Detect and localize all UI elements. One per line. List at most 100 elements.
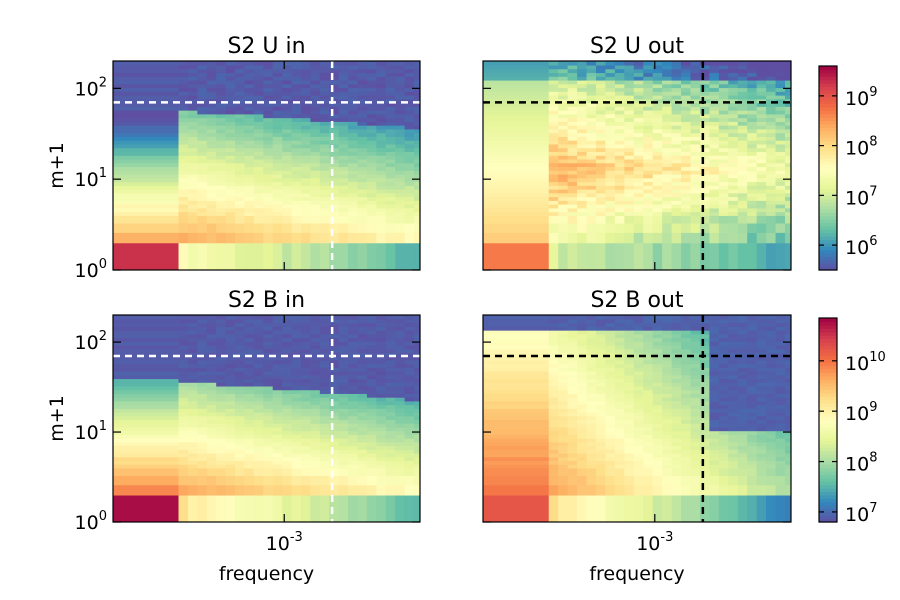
- heatmap-cell: [567, 385, 578, 391]
- heatmap-cell: [414, 110, 420, 115]
- heatmap-cell: [272, 113, 283, 119]
- heatmap-cell: [244, 110, 255, 115]
- heatmap-cell: [178, 102, 189, 107]
- heatmap-cell: [567, 162, 578, 168]
- heatmap-cell: [414, 378, 420, 383]
- heatmap-cell: [253, 132, 264, 137]
- heatmap-cell: [235, 106, 246, 111]
- heatmap-cell: [357, 72, 368, 77]
- heatmap-cell: [357, 181, 368, 186]
- heatmap-cell: [558, 322, 569, 327]
- heatmap-cell: [605, 382, 616, 387]
- heatmap-cell: [577, 441, 588, 447]
- heatmap-cell: [253, 378, 264, 383]
- heatmap-cell: [216, 170, 227, 175]
- heatmap-cell: [348, 389, 359, 394]
- heatmap-cell: [366, 494, 377, 522]
- heatmap-cell: [558, 415, 569, 421]
- heatmap-cell: [643, 192, 654, 198]
- heatmap-cell: [662, 79, 673, 85]
- heatmap-cell: [319, 211, 330, 216]
- heatmap-cell: [244, 102, 255, 107]
- heatmap-cell: [633, 192, 644, 198]
- heatmap-cell: [671, 136, 682, 141]
- heatmap-cell: [577, 337, 588, 342]
- heatmap-cell: [747, 322, 758, 327]
- heatmap-cell: [671, 438, 682, 443]
- heatmap-cell: [699, 452, 710, 458]
- heatmap-cell: [586, 196, 597, 201]
- heatmap-cell: [595, 68, 607, 74]
- heatmap-cell: [225, 173, 236, 179]
- heatmap-cell: [113, 113, 180, 119]
- heatmap-cell: [187, 155, 198, 160]
- heatmap-cell: [614, 344, 625, 350]
- heatmap-cell: [404, 106, 415, 111]
- heatmap-cell: [756, 189, 767, 194]
- heatmap-cell: [586, 166, 597, 171]
- heatmap-cell: [690, 430, 701, 435]
- heatmap-cell: [235, 397, 246, 402]
- heatmap-cell: [567, 460, 578, 465]
- heatmap-cell: [357, 215, 368, 224]
- heatmap-cell: [414, 464, 420, 469]
- heatmap-cell: [414, 158, 420, 164]
- heatmap-cell: [633, 162, 644, 168]
- heatmap-cell: [329, 147, 340, 152]
- heatmap-cell: [728, 189, 739, 194]
- heatmap-cell: [643, 363, 654, 368]
- heatmap-cell: [310, 408, 321, 413]
- heatmap-cell: [244, 132, 255, 137]
- heatmap-cell: [605, 385, 616, 391]
- heatmap-cell: [235, 330, 246, 335]
- heatmap-cell: [385, 330, 396, 335]
- heatmap-cell: [785, 166, 791, 171]
- heatmap-cell: [483, 322, 550, 327]
- heatmap-cell: [404, 64, 415, 70]
- heatmap-cell: [586, 83, 597, 89]
- heatmap-cell: [662, 363, 673, 368]
- heatmap-cell: [483, 158, 550, 164]
- heatmap-cell: [586, 333, 597, 339]
- heatmap-cell: [414, 106, 420, 111]
- heatmap-cell: [291, 464, 302, 469]
- heatmap-cell: [244, 192, 255, 198]
- heatmap-cell: [272, 151, 283, 156]
- heatmap-cell: [225, 467, 236, 476]
- heatmap-cell: [329, 484, 340, 496]
- heatmap-cell: [662, 132, 673, 137]
- heatmap-cell: [567, 106, 578, 111]
- heatmap-cell: [586, 330, 597, 335]
- heatmap-cell: [766, 151, 777, 156]
- heatmap-cell: [366, 125, 377, 130]
- heatmap-cell: [319, 143, 330, 149]
- heatmap-cell: [775, 232, 786, 244]
- heatmap-cell: [197, 87, 208, 92]
- heatmap-cell: [385, 378, 396, 383]
- heatmap-cell: [319, 322, 330, 327]
- heatmap-cell: [614, 170, 625, 175]
- heatmap-cell: [775, 136, 786, 141]
- heatmap-cell: [718, 322, 729, 327]
- heatmap-cell: [113, 192, 180, 198]
- heatmap-cell: [614, 121, 625, 126]
- heatmap-cell: [690, 200, 701, 205]
- heatmap-cell: [376, 393, 387, 398]
- heatmap-cell: [662, 337, 673, 342]
- heatmap-cell: [235, 393, 246, 398]
- heatmap-cell: [483, 400, 550, 406]
- heatmap-cell: [187, 196, 198, 201]
- heatmap-cell: [586, 363, 597, 368]
- heatmap-cell: [614, 140, 625, 145]
- heatmap-cell: [586, 344, 597, 350]
- heatmap-cell: [577, 189, 588, 194]
- heatmap-cell: [113, 315, 180, 320]
- heatmap-cell: [253, 79, 264, 85]
- heatmap-cell: [766, 162, 777, 168]
- heatmap-cell: [718, 348, 729, 353]
- heatmap-cell: [699, 475, 710, 486]
- heatmap-cell: [300, 102, 311, 107]
- heatmap-cell: [338, 128, 349, 134]
- heatmap-cell: [718, 110, 729, 115]
- heatmap-cell: [681, 449, 692, 454]
